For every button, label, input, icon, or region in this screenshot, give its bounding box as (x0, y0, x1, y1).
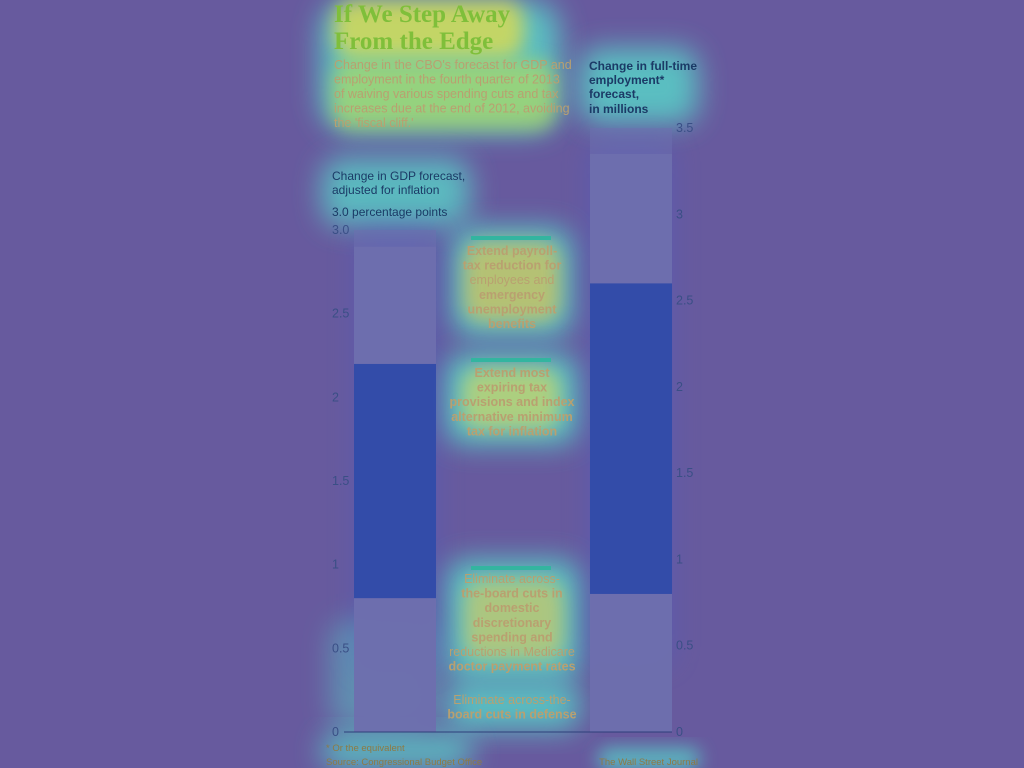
employment-tick-label: 0.5 (676, 639, 693, 653)
employment-tick-label: 0 (676, 725, 683, 739)
segment-labels: Extend payroll-tax reduction foremployee… (447, 236, 577, 722)
emp-title-line: employment* (589, 73, 665, 87)
gdp-tick-label: 2 (332, 390, 339, 404)
gdp-bar-segment-3 (354, 363, 436, 599)
employment-tick-label: 1.5 (676, 466, 693, 480)
segment-label-line: doctor payment rates (448, 660, 575, 674)
headline-line-1: If We Step Away (334, 1, 511, 28)
employment-bar-segment-1 (590, 593, 672, 732)
employment-tick-label: 3 (676, 207, 683, 221)
employment-bar-segment-3 (590, 283, 672, 594)
gdp-title-line: adjusted for inflation (332, 183, 439, 197)
emp-title-line: forecast, (589, 87, 639, 101)
employment-bar-segment-4 (590, 153, 672, 284)
segment-label-line: reductions in Medicare (449, 645, 575, 659)
intro-line: of waiving various spending cuts and tax (334, 87, 559, 101)
segment-label-line: domestic (485, 601, 540, 615)
employment-axis-title: Change in full-time employment* forecast… (589, 59, 697, 116)
emp-title-line: Change in full-time (589, 59, 697, 73)
segment-label-line: Eliminate across-the- (453, 693, 570, 707)
gdp-tick-label: 2.5 (332, 307, 349, 321)
segment-label-line: board cuts in defense (447, 708, 576, 722)
segment-label-line: tax for inflation (467, 424, 557, 438)
segment-label-line: the-board cuts in (461, 587, 562, 601)
source-note: Source: Congressional Budget Office (326, 757, 482, 768)
segment-marker (471, 236, 551, 240)
segment-marker (471, 358, 551, 362)
segment-label-line: discretionary (473, 616, 552, 630)
segment-label-line: Extend payroll- (467, 244, 557, 258)
segment-label-line: Extend most (474, 366, 550, 380)
segment-label-line: expiring tax (477, 381, 547, 395)
employment-bar-chart: 0 0.5 1 1.5 2 2.5 3 3.5 (590, 121, 693, 739)
gdp-bar-segment-4 (354, 246, 436, 364)
gdp-tick-label: 1 (332, 558, 339, 572)
segment-label-line: emergency (479, 288, 545, 302)
headline-line-2: From the Edge (334, 28, 493, 55)
segment-label-line: Eliminate across- (464, 572, 560, 586)
gdp-tick-label: 0 (332, 725, 339, 739)
intro-text: Change in the CBO's forecast for GDP and… (334, 58, 572, 130)
intro-line: the 'fiscal cliff.' (334, 116, 414, 130)
gdp-tick-label: 0.5 (332, 641, 349, 655)
employment-tick-label: 2 (676, 380, 683, 394)
segment-label-line: unemployment (468, 302, 558, 316)
segment-label-line: spending and (471, 630, 552, 644)
employment-tick-label: 3.5 (676, 121, 693, 135)
emp-title-line: in millions (589, 102, 649, 116)
segment-label-line: employees and (470, 273, 555, 287)
segment-marker (471, 566, 551, 570)
gdp-tick-label: 3.0 (332, 223, 349, 237)
credit-note: The Wall Street Journal (599, 757, 698, 768)
intro-line: increases due at the end of 2012, avoidi… (334, 102, 570, 116)
intro-line: employment in the fourth quarter of 2013 (334, 73, 560, 87)
gdp-bar-segment-1 (354, 598, 436, 732)
segment-label-line: alternative minimum (451, 410, 573, 424)
gdp-axis-title: Change in GDP forecast, adjusted for inf… (332, 169, 465, 219)
gdp-bar-chart: 0 0.5 1 1.5 2 2.5 3.0 (332, 223, 436, 739)
gdp-title-line: Change in GDP forecast, (332, 169, 465, 183)
gdp-tick-label: 1.5 (332, 474, 349, 488)
intro-line: Change in the CBO's forecast for GDP and (334, 58, 572, 72)
segment-label-line: provisions and index (449, 395, 574, 409)
footnote: * Or the equivalent (326, 743, 405, 754)
segment-label-line: tax reduction for (463, 259, 562, 273)
employment-tick-label: 2.5 (676, 294, 693, 308)
employment-tick-label: 1 (676, 552, 683, 566)
segment-label-line: benefits (488, 317, 536, 331)
gdp-unit-label: 3.0 percentage points (332, 205, 447, 219)
